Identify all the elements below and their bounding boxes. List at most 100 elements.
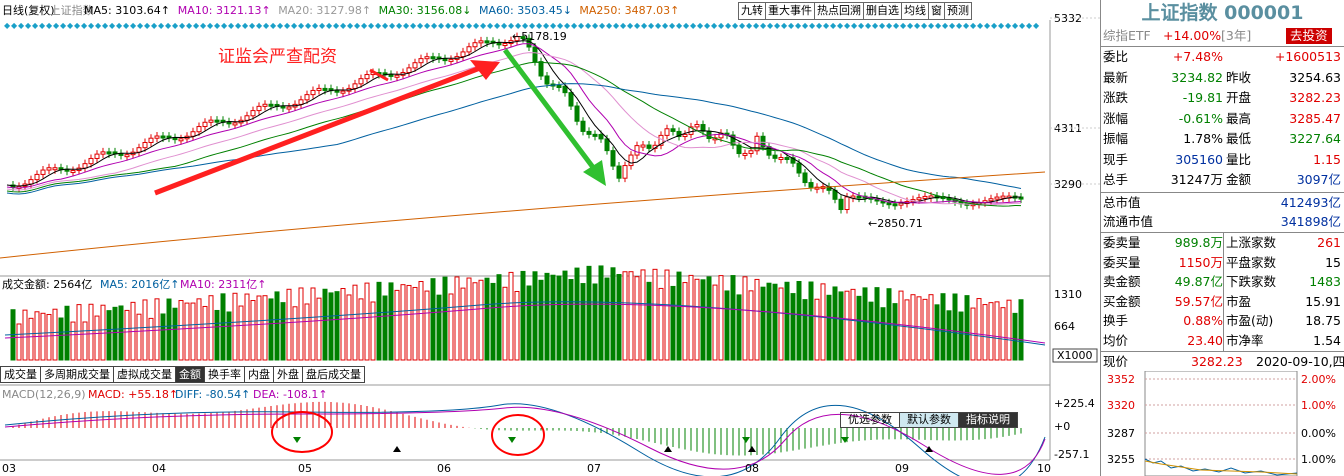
toolbar-button-1[interactable]: 重大事件	[765, 2, 815, 20]
stat-row-5-label2: 市净率	[1226, 332, 1264, 348]
event-marker: ◆	[347, 21, 354, 30]
mini-right-axis: 0.00%	[1301, 427, 1336, 440]
volume-bar	[670, 285, 676, 361]
candle-body	[484, 40, 490, 44]
etf-row[interactable]: 综指ETF +14.00% [3年] 去投资	[1101, 27, 1344, 45]
volume-bar	[820, 283, 826, 361]
volume-bar	[550, 274, 556, 361]
volume-bar	[958, 311, 964, 361]
tab-0[interactable]: 成交量	[0, 366, 41, 383]
event-marker: ◆	[536, 21, 543, 30]
event-marker: ◆	[375, 21, 382, 30]
volume-bar	[634, 276, 640, 361]
param-button-0[interactable]: 优选参数	[840, 412, 900, 428]
stat-row-3-label1: 买金额	[1103, 293, 1141, 309]
candle-body	[670, 128, 676, 132]
event-marker: ◆	[781, 21, 788, 30]
quote-row-0-label1: 委比	[1103, 49, 1129, 64]
candle-body	[70, 170, 76, 174]
event-marker: ◆	[144, 21, 151, 30]
param-button-1[interactable]: 默认参数	[899, 412, 959, 428]
candle-body	[844, 196, 850, 211]
tab-5[interactable]: 内盘	[244, 366, 274, 383]
volume-bar	[88, 303, 94, 361]
volume-bar	[490, 282, 496, 361]
toolbar-button-4[interactable]: 均线	[901, 2, 929, 20]
event-marker: ◆	[830, 21, 837, 30]
volume-bar	[724, 290, 730, 361]
candle-body	[682, 133, 688, 138]
candle-body	[208, 119, 214, 123]
event-marker: ◆	[900, 21, 907, 30]
stat-row-0-label2: 上涨家数	[1226, 235, 1277, 250]
volume-bar	[430, 278, 436, 361]
candle-body	[250, 110, 256, 117]
volume-bar	[178, 300, 184, 361]
volume-bar	[472, 282, 478, 361]
ma-header-2: MA5: 3103.64↑	[84, 4, 170, 17]
volume-bar	[814, 298, 820, 361]
volume-bar	[622, 271, 628, 361]
event-marker: ◆	[956, 21, 963, 30]
volume-bar	[700, 279, 706, 361]
quote-row-2-label2: 开盘	[1226, 90, 1252, 105]
signal-arrow-down	[742, 437, 750, 443]
candle-body	[688, 126, 694, 135]
macd-axis-label: -257.1	[1054, 448, 1089, 461]
tab-4[interactable]: 换手率	[204, 366, 245, 383]
tab-6[interactable]: 外盘	[273, 366, 303, 383]
candle-body	[694, 124, 700, 128]
event-marker: ◆	[690, 21, 697, 30]
volume-bar	[370, 301, 376, 361]
volume-bar	[892, 303, 898, 361]
event-marker: ◆	[130, 21, 137, 30]
candle-body	[154, 135, 160, 139]
volume-bar	[118, 305, 124, 361]
event-marker: ◆	[46, 21, 53, 30]
event-marker: ◆	[319, 21, 326, 30]
quote-row-2-value1: -19.81	[1182, 90, 1223, 105]
event-marker: ◆	[557, 21, 564, 30]
mktcap-value-1: 341898亿	[1280, 214, 1341, 229]
event-marker: ◆	[207, 21, 214, 30]
volume-bar	[418, 280, 424, 361]
toolbar-button-0[interactable]: 九转	[738, 2, 766, 20]
chart-area[interactable]	[0, 0, 1100, 476]
volume-bar	[508, 271, 514, 361]
toolbar-button-6[interactable]: 预测	[944, 2, 972, 20]
toolbar-button-2[interactable]: 热点回溯	[814, 2, 864, 20]
candle-body	[514, 36, 520, 42]
mini-left-axis: 3255	[1107, 453, 1135, 466]
event-marker: ◆	[165, 21, 172, 30]
toolbar-button-5[interactable]: 窗	[928, 2, 945, 20]
volume-bar	[658, 287, 664, 361]
candle-body	[178, 138, 184, 142]
volume-bar	[136, 313, 142, 361]
candle-body	[598, 134, 604, 140]
event-marker: ◆	[774, 21, 781, 30]
stat-row-5-value2: 1.54	[1313, 332, 1341, 348]
candle-body	[886, 202, 892, 206]
event-marker: ◆	[683, 21, 690, 30]
volume-bar	[244, 293, 250, 361]
candle-body	[142, 142, 148, 149]
mktcap-label-0: 总市值	[1103, 195, 1141, 210]
candle-body	[460, 51, 466, 58]
volume-unit: X1000	[1057, 349, 1093, 362]
event-marker: ◆	[858, 21, 865, 30]
volume-bar	[838, 291, 844, 361]
volume-bar	[70, 321, 76, 361]
tab-2[interactable]: 虚拟成交量	[113, 366, 176, 383]
invest-button[interactable]: 去投资	[1286, 28, 1332, 44]
volume-bar	[1012, 312, 1018, 361]
volume-bar	[616, 274, 622, 361]
intraday-mini-chart[interactable]: 3352 3320 3287 3255 2.00% 1.00% 0.00% 1.00%	[1101, 371, 1344, 476]
tab-7[interactable]: 盘后成交量	[302, 366, 365, 383]
event-marker: ◆	[886, 21, 893, 30]
event-marker: ◆	[368, 21, 375, 30]
toolbar-button-3[interactable]: 删自选	[863, 2, 902, 20]
param-button-2[interactable]: 指标说明	[958, 412, 1018, 428]
tab-1[interactable]: 多周期成交量	[40, 366, 114, 383]
tab-3[interactable]: 金额	[175, 366, 205, 383]
